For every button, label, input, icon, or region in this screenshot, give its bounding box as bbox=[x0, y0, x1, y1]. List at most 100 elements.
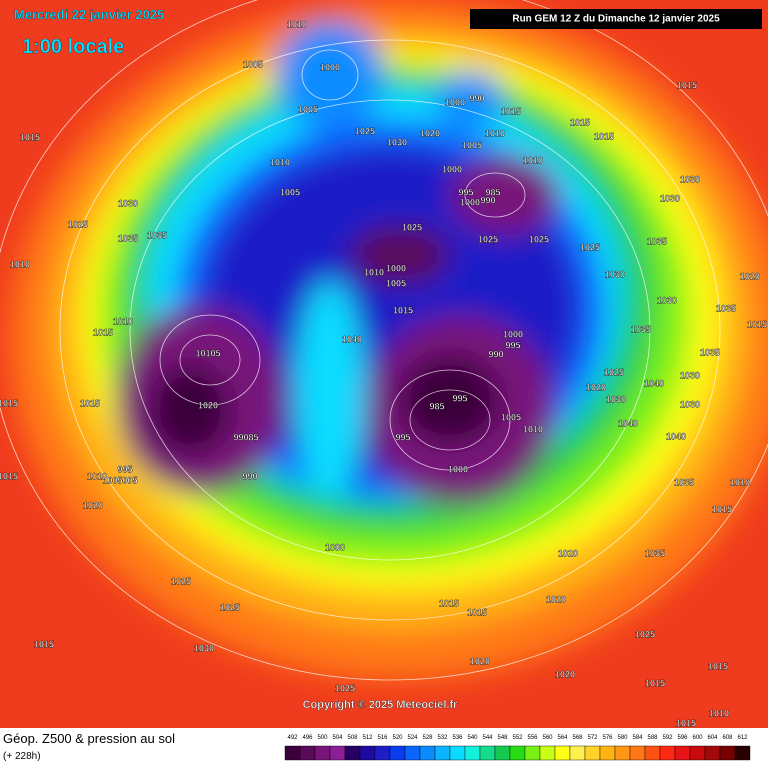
scale-swatch bbox=[539, 745, 556, 761]
pressure-label: 1010 bbox=[10, 259, 30, 269]
pressure-label: 995 bbox=[395, 432, 410, 442]
pressure-label: 1025 bbox=[68, 219, 88, 229]
pressure-label: 1015 bbox=[712, 504, 732, 514]
pressure-label: 1030 bbox=[680, 399, 700, 409]
pressure-label: 1000 bbox=[503, 329, 523, 339]
pressure-label: 1015 bbox=[676, 718, 696, 728]
scale-label: 556 bbox=[527, 735, 538, 741]
pressure-label: 1025 bbox=[604, 367, 624, 377]
scale-swatch bbox=[464, 745, 481, 761]
scale-swatch bbox=[689, 745, 706, 761]
scale-swatch bbox=[674, 745, 691, 761]
pressure-label: 1015 bbox=[34, 639, 54, 649]
scale-label: 568 bbox=[572, 735, 583, 741]
pressure-label: 1005 bbox=[462, 140, 482, 150]
scale-swatch bbox=[479, 745, 496, 761]
scale-label: 576 bbox=[602, 735, 613, 741]
pressure-label: 1025 bbox=[529, 234, 549, 244]
pressure-label: 1010 bbox=[87, 471, 107, 481]
scale-swatch bbox=[359, 745, 376, 761]
scale-swatch bbox=[449, 745, 466, 761]
product-name: Géop. Z500 & pression au sol bbox=[3, 731, 175, 746]
pressure-label: 1015 bbox=[570, 117, 590, 127]
scale-swatch bbox=[329, 745, 346, 761]
scale-label: 548 bbox=[497, 735, 508, 741]
scale-label: 536 bbox=[452, 735, 463, 741]
local-time: 1:00 locale bbox=[22, 36, 124, 58]
scale-label: 504 bbox=[332, 735, 343, 741]
scale-label: 516 bbox=[377, 735, 388, 741]
scale-swatch bbox=[734, 745, 751, 761]
lead-time: (+ 228h) bbox=[3, 751, 41, 762]
scale-swatch bbox=[434, 745, 451, 761]
pressure-label: 1010 bbox=[364, 267, 384, 277]
pressure-label: 1000 bbox=[448, 464, 468, 474]
pressure-label: 1035 bbox=[700, 347, 720, 357]
scale-swatch bbox=[344, 745, 361, 761]
pressure-label: 1040 bbox=[644, 378, 664, 388]
pressure-label: 1025 bbox=[580, 242, 600, 252]
pressure-label: 1005005 bbox=[102, 475, 137, 485]
pressure-label: 1000 bbox=[320, 62, 340, 72]
color-scale: 492 496 500 504 508 512 516 520 524 528 532 536 540 5… bbox=[284, 735, 751, 761]
scale-label: 500 bbox=[317, 735, 328, 741]
pressure-label: 1035 bbox=[645, 548, 665, 558]
pressure-label: 1010 bbox=[270, 157, 290, 167]
scale-label: 492 bbox=[287, 735, 298, 741]
scale-label: 600 bbox=[692, 735, 703, 741]
scale-swatch bbox=[629, 745, 646, 761]
pressure-label: 1040 bbox=[666, 431, 686, 441]
pressure-label: 1035 bbox=[647, 236, 667, 246]
pressure-label: 1010 bbox=[709, 708, 729, 718]
pressure-label: 1015 bbox=[501, 106, 521, 116]
pressure-label: 995 bbox=[458, 187, 473, 197]
scale-swatch bbox=[659, 745, 676, 761]
pressure-label: 990 bbox=[480, 195, 495, 205]
pressure-label: 1005 bbox=[501, 412, 521, 422]
pressure-label: 995 bbox=[452, 393, 467, 403]
scale-label: 596 bbox=[677, 735, 688, 741]
pressure-label: 1015 bbox=[747, 319, 767, 329]
scale-label: 496 bbox=[302, 735, 313, 741]
scale-label: 572 bbox=[587, 735, 598, 741]
scale-swatch bbox=[419, 745, 436, 761]
scale-label: 588 bbox=[647, 735, 658, 741]
pressure-label: 1015 bbox=[439, 598, 459, 608]
scale-label: 508 bbox=[347, 735, 358, 741]
pressure-label: 1025 bbox=[171, 576, 191, 586]
pressure-label: 995 bbox=[505, 340, 520, 350]
pressure-label: 1015 bbox=[0, 398, 18, 408]
scale-swatch bbox=[569, 745, 586, 761]
pressure-label: 990 bbox=[469, 93, 484, 103]
pressure-label: 1035 bbox=[631, 324, 651, 334]
scale-swatch bbox=[614, 745, 631, 761]
pressure-label: 1025 bbox=[220, 602, 240, 612]
pressure-label: 1020 bbox=[198, 400, 218, 410]
scale-label: 544 bbox=[482, 735, 493, 741]
pressure-label: 1015 bbox=[393, 305, 413, 315]
scale-swatch bbox=[389, 745, 406, 761]
pressure-label: 1030 bbox=[606, 394, 626, 404]
scale-label: 584 bbox=[632, 735, 643, 741]
scale-label: 580 bbox=[617, 735, 628, 741]
pressure-label: 1035 bbox=[674, 477, 694, 487]
pressure-label: 1015 bbox=[20, 132, 40, 142]
pressure-label: 1010 bbox=[485, 128, 505, 138]
pressure-label: 1025 bbox=[478, 234, 498, 244]
pressure-label: 1000 bbox=[460, 197, 480, 207]
pressure-label: 1015 bbox=[80, 398, 100, 408]
pressure-label: 1020 bbox=[470, 656, 490, 666]
scale-swatch bbox=[554, 745, 571, 761]
pressure-label: 1000 bbox=[445, 97, 465, 107]
pressure-label: 1030 bbox=[657, 295, 677, 305]
pressure-label: 995 bbox=[117, 464, 132, 474]
scale-label: 608 bbox=[722, 735, 733, 741]
scale-label: 512 bbox=[362, 735, 373, 741]
scale-label: 532 bbox=[437, 735, 448, 741]
pressure-label: 1030 bbox=[680, 370, 700, 380]
pressure-label: 1030 bbox=[680, 174, 700, 184]
scale-swatch bbox=[524, 745, 541, 761]
